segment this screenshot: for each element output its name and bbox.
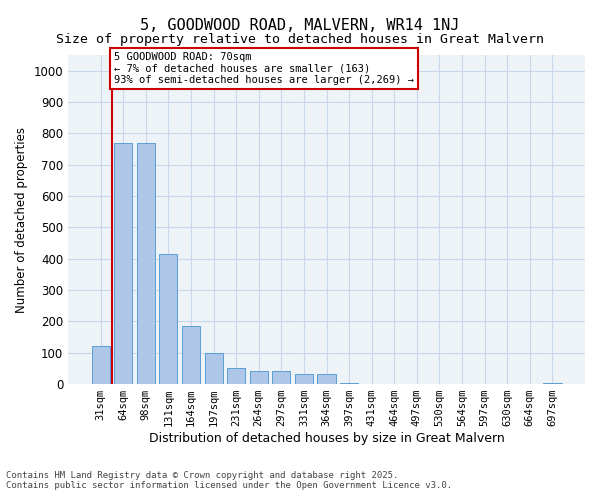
Bar	[227, 368, 245, 384]
Bar	[182, 326, 200, 384]
Y-axis label: Number of detached properties: Number of detached properties	[15, 126, 28, 312]
Text: 5 GOODWOOD ROAD: 70sqm
← 7% of detached houses are smaller (163)
93% of semi-det: 5 GOODWOOD ROAD: 70sqm ← 7% of detached …	[114, 52, 414, 85]
Bar	[317, 374, 335, 384]
Bar	[137, 143, 155, 384]
X-axis label: Distribution of detached houses by size in Great Malvern: Distribution of detached houses by size …	[149, 432, 505, 445]
Bar	[205, 352, 223, 384]
Bar	[114, 143, 132, 384]
Text: 5, GOODWOOD ROAD, MALVERN, WR14 1NJ: 5, GOODWOOD ROAD, MALVERN, WR14 1NJ	[140, 18, 460, 32]
Bar	[160, 254, 178, 384]
Bar	[272, 371, 290, 384]
Text: Contains HM Land Registry data © Crown copyright and database right 2025.
Contai: Contains HM Land Registry data © Crown c…	[6, 470, 452, 490]
Bar	[295, 374, 313, 384]
Bar	[92, 346, 110, 384]
Bar	[250, 371, 268, 384]
Text: Size of property relative to detached houses in Great Malvern: Size of property relative to detached ho…	[56, 32, 544, 46]
